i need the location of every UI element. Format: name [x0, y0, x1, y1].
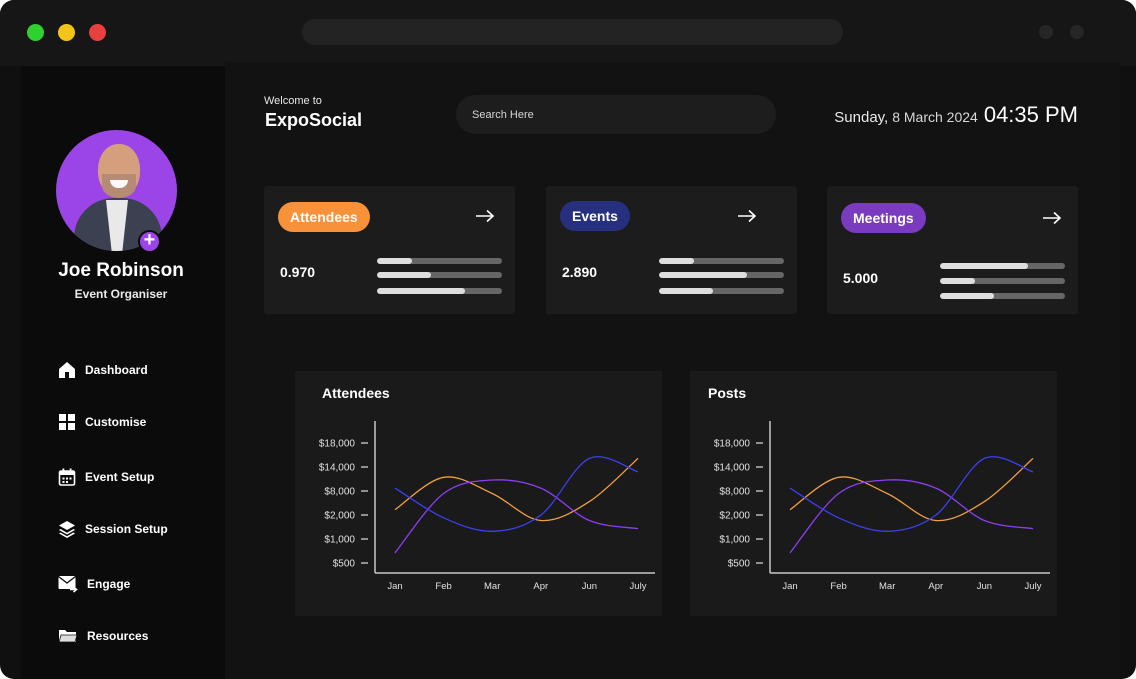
arrow-right-icon[interactable]: [475, 209, 495, 223]
series-line-3: [394, 456, 639, 532]
chart-card-attendees: Attendees $18,000 $14,000 $8,000 $2,000 $1,0…: [295, 371, 662, 616]
y-tick-label: $8,000: [719, 487, 750, 498]
y-tick-label: $1,000: [719, 535, 750, 546]
date: 8 March 2024: [892, 109, 978, 125]
toolbar-button[interactable]: [1070, 25, 1084, 39]
nav-label: Dashboard: [85, 363, 148, 377]
layers-icon: [59, 521, 75, 538]
y-tick-label: $1,000: [324, 535, 355, 546]
arrow-right-icon[interactable]: [1042, 211, 1062, 225]
stat-card-meetings[interactable]: Meetings 5.000: [827, 186, 1078, 314]
x-tick-label: Jan: [387, 581, 402, 592]
series-line-2: [789, 479, 1034, 554]
attendees-badge: Attendees: [278, 202, 370, 232]
x-tick-label: Feb: [830, 581, 846, 592]
y-tick-label: $18,000: [714, 439, 751, 450]
search-input[interactable]: [456, 95, 776, 134]
progress-bar: [377, 258, 502, 264]
home-icon: [59, 362, 75, 378]
attendees-line-chart: $18,000 $14,000 $8,000 $2,000 $1,000 $500 Jan F…: [319, 421, 655, 592]
minimize-button[interactable]: [58, 24, 75, 41]
x-tick-label: July: [1025, 581, 1042, 592]
stat-value: 2.890: [562, 264, 598, 280]
avatar-shirt: [106, 200, 128, 251]
main-content: Welcome to ExpoSocial Sunday, 8 March 20…: [225, 62, 1120, 679]
posts-line-chart: $18,000 $14,000 $8,000 $2,000 $1,000 $500 Jan F…: [714, 421, 1050, 592]
nav-label: Event Setup: [85, 470, 155, 484]
y-tick-label: $500: [333, 559, 356, 570]
stat-card-attendees[interactable]: Attendees 0.970: [264, 186, 515, 314]
nav-item-engage[interactable]: Engage: [58, 574, 218, 594]
nav-item-event-setup[interactable]: Event Setup: [58, 467, 218, 487]
nav-item-customise[interactable]: Customise: [58, 412, 218, 432]
avatar[interactable]: [56, 130, 177, 251]
stat-value: 0.970: [280, 264, 316, 280]
chart-title: Attendees: [322, 385, 390, 401]
x-tick-label: Mar: [879, 581, 895, 592]
series-line-3: [789, 456, 1034, 532]
nav-label: Session Setup: [85, 522, 168, 536]
y-tick-label: $14,000: [714, 463, 751, 474]
progress-bar: [659, 272, 784, 278]
profile-name: Joe Robinson: [58, 260, 184, 281]
x-tick-label: Apr: [533, 581, 548, 592]
progress-bar: [659, 258, 784, 264]
series-line-1: [394, 457, 639, 522]
nav-item-session-setup[interactable]: Session Setup: [58, 519, 218, 539]
y-tick-label: $14,000: [319, 463, 356, 474]
y-tick-label: $500: [728, 559, 751, 570]
x-tick-label: July: [630, 581, 647, 592]
title-bar: [0, 0, 1136, 66]
progress-bar: [377, 288, 502, 294]
sidebar: + Joe Robinson Event Organiser Dashboard…: [21, 66, 225, 679]
meetings-badge: Meetings: [841, 203, 926, 233]
progress-bar: [940, 293, 1065, 299]
address-bar[interactable]: [302, 19, 843, 45]
progress-bar: [659, 288, 784, 294]
mail-send-icon: [58, 575, 78, 593]
x-tick-label: Apr: [928, 581, 943, 592]
y-tick-label: $2,000: [324, 511, 355, 522]
y-tick-label: $18,000: [319, 439, 356, 450]
nav-item-resources[interactable]: Resources: [58, 626, 218, 646]
x-tick-label: Jan: [782, 581, 797, 592]
date-day: Sunday,: [834, 109, 889, 126]
nav-item-dashboard[interactable]: Dashboard: [58, 360, 218, 380]
x-tick-label: Jun: [977, 581, 992, 592]
progress-bar: [940, 263, 1065, 269]
nav-label: Resources: [87, 629, 149, 643]
maximize-button[interactable]: [27, 24, 44, 41]
profile-role: Event Organiser: [74, 287, 168, 301]
progress-bar: [940, 278, 1065, 284]
folder-icon: [58, 630, 78, 643]
welcome-text: Welcome to: [264, 95, 322, 107]
grid-icon: [59, 414, 75, 430]
clock-time: 04:35 PM: [983, 102, 1078, 127]
date-time: Sunday, 8 March 2024 04:35 PM: [834, 102, 1078, 128]
series-line-1: [789, 457, 1034, 522]
y-tick-label: $8,000: [324, 487, 355, 498]
calendar-icon: [58, 468, 76, 486]
series-line-2: [394, 479, 639, 554]
avatar-smile: [110, 180, 128, 188]
chart-card-posts: Posts $18,000 $14,000 $8,000 $2,000 $1,000 $5…: [690, 371, 1057, 616]
x-tick-label: Feb: [435, 581, 451, 592]
nav-label: Customise: [85, 415, 147, 429]
app-name: ExpoSocial: [265, 110, 363, 130]
stat-value: 5.000: [843, 270, 879, 286]
y-tick-label: $2,000: [719, 511, 750, 522]
x-tick-label: Mar: [484, 581, 500, 592]
stat-card-events[interactable]: Events 2.890: [546, 186, 797, 314]
x-tick-label: Jun: [582, 581, 597, 592]
events-badge: Events: [560, 201, 630, 231]
arrow-right-icon[interactable]: [737, 209, 757, 223]
close-button[interactable]: [89, 24, 106, 41]
progress-bar: [377, 272, 502, 278]
toolbar-button[interactable]: [1039, 25, 1053, 39]
nav-label: Engage: [87, 577, 131, 591]
add-photo-button[interactable]: +: [138, 230, 161, 253]
chart-title: Posts: [708, 385, 747, 401]
